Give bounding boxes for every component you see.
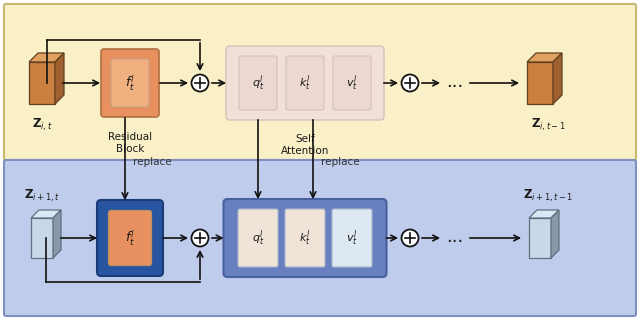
Text: $\mathbf{Z}_{i,t}$: $\mathbf{Z}_{i,t}$ [32, 117, 52, 133]
Text: $k_t^l$: $k_t^l$ [299, 73, 311, 93]
Circle shape [401, 75, 419, 92]
Polygon shape [553, 53, 562, 104]
Polygon shape [55, 53, 64, 104]
Polygon shape [527, 62, 553, 104]
Text: $v_t^l$: $v_t^l$ [346, 228, 358, 248]
Polygon shape [29, 62, 55, 104]
FancyBboxPatch shape [285, 209, 325, 267]
Text: $f_t^l$: $f_t^l$ [125, 73, 135, 93]
FancyBboxPatch shape [333, 56, 371, 110]
Text: $\mathbf{Z}_{i+1,t}$: $\mathbf{Z}_{i+1,t}$ [24, 188, 60, 204]
Polygon shape [527, 53, 562, 62]
Text: ...: ... [446, 228, 463, 246]
Polygon shape [29, 53, 64, 62]
Circle shape [191, 75, 209, 92]
Polygon shape [529, 210, 559, 218]
Text: $f_t^l$: $f_t^l$ [125, 228, 135, 248]
FancyBboxPatch shape [4, 160, 636, 316]
Text: $v_t^l$: $v_t^l$ [346, 73, 358, 93]
Text: ...: ... [446, 73, 463, 91]
FancyBboxPatch shape [111, 59, 149, 107]
Polygon shape [31, 218, 53, 258]
Text: $\mathbf{Z}_{i,t-1}$: $\mathbf{Z}_{i,t-1}$ [531, 117, 566, 133]
Circle shape [191, 229, 209, 246]
Polygon shape [551, 210, 559, 258]
Text: replace: replace [321, 157, 360, 167]
Text: Self
Attention: Self Attention [281, 134, 329, 156]
Text: $k_t^l$: $k_t^l$ [299, 228, 311, 248]
Text: Residual
Block: Residual Block [108, 132, 152, 154]
FancyBboxPatch shape [223, 199, 387, 277]
FancyBboxPatch shape [239, 56, 277, 110]
FancyBboxPatch shape [109, 211, 152, 266]
FancyBboxPatch shape [226, 46, 384, 120]
Polygon shape [529, 218, 551, 258]
Circle shape [401, 229, 419, 246]
FancyBboxPatch shape [238, 209, 278, 267]
FancyBboxPatch shape [4, 4, 636, 160]
Polygon shape [31, 210, 61, 218]
Text: $\mathbf{Z}_{i+1,t-1}$: $\mathbf{Z}_{i+1,t-1}$ [523, 188, 573, 204]
FancyBboxPatch shape [286, 56, 324, 110]
Polygon shape [53, 210, 61, 258]
FancyBboxPatch shape [97, 200, 163, 276]
Text: $q_t^l$: $q_t^l$ [252, 228, 264, 248]
Text: $q_t^l$: $q_t^l$ [252, 73, 264, 93]
FancyBboxPatch shape [332, 209, 372, 267]
Text: replace: replace [133, 157, 172, 167]
FancyBboxPatch shape [101, 49, 159, 117]
